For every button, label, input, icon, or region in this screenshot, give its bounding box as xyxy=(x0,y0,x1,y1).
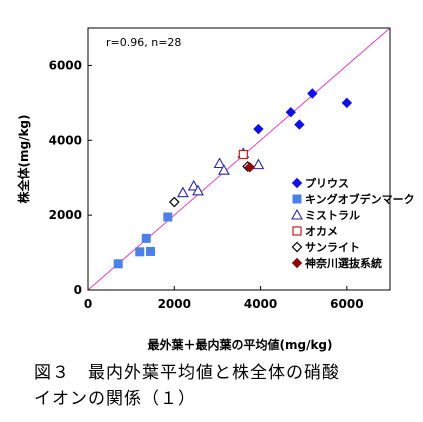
data-point-s2-3 xyxy=(213,157,226,169)
legend-label-5: 神奈川選抜系統 xyxy=(305,256,382,270)
legend-label-4: サンライト xyxy=(305,241,360,254)
data-point-s3-0 xyxy=(238,149,248,160)
legend-label-2: ミストラル xyxy=(305,209,360,222)
caption-line-2: イオンの関係（１） xyxy=(34,389,196,409)
y-tick-label-2: 4000 xyxy=(49,133,82,147)
caption-line-1: 図３ 最内外葉平均値と株全体の硝酸 xyxy=(34,363,340,383)
x-axis-label: 最外葉＋最内葉の平均値(mg/kg) xyxy=(147,337,332,352)
reference-line xyxy=(87,27,390,291)
y-tick-label-3: 6000 xyxy=(49,58,82,72)
scatter-chart: 0 2000 4000 6000 0 2000 4000 6000 r=0.96, n=28… xyxy=(16,27,415,352)
y-axis-ticks: 0 2000 4000 6000 xyxy=(49,58,92,297)
data-point-s2-6 xyxy=(252,158,265,170)
data-point-s2-2 xyxy=(192,184,204,196)
data-point-s2-1 xyxy=(187,179,200,191)
legend-marker-5 xyxy=(291,257,303,269)
legend-marker-4 xyxy=(291,241,303,253)
legend-label-0: プリウス xyxy=(305,176,349,190)
legend-marker-0 xyxy=(291,177,303,189)
data-point-s0-0 xyxy=(253,123,264,135)
data-point-s0-2 xyxy=(294,119,305,130)
data-point-s1-1 xyxy=(135,247,145,257)
data-point-s2-4 xyxy=(217,164,230,175)
x-tick-label-1: 2000 xyxy=(158,297,191,311)
data-point-s1-4 xyxy=(163,212,173,222)
y-tick-label-0: 0 xyxy=(74,283,82,297)
data-point-s5-0 xyxy=(244,162,255,173)
legend-marker-1 xyxy=(292,194,302,204)
y-tick-label-1: 2000 xyxy=(49,208,82,222)
y-axis-label: 株全体(mg/kg) xyxy=(16,114,31,203)
data-points xyxy=(113,88,353,269)
x-tick-label-3: 6000 xyxy=(330,297,363,311)
x-tick-label-0: 0 xyxy=(84,297,92,311)
legend-label-3: オカメ xyxy=(305,225,338,238)
data-point-s4-0 xyxy=(168,196,180,208)
data-point-s0-1 xyxy=(285,107,296,118)
legend-marker-2 xyxy=(291,208,303,220)
x-axis-ticks: 0 2000 4000 6000 xyxy=(84,286,364,311)
figure-caption: 図３ 最内外葉平均値と株全体の硝酸 イオンの関係（１） xyxy=(34,360,414,412)
legend-label-1: キングオブデンマーク xyxy=(305,192,415,206)
data-point-s1-3 xyxy=(146,246,156,256)
correlation-annotation: r=0.96, n=28 xyxy=(106,36,181,49)
x-tick-label-2: 4000 xyxy=(244,297,277,311)
data-point-s2-0 xyxy=(176,186,189,198)
data-point-s1-2 xyxy=(141,233,151,243)
data-point-s1-0 xyxy=(113,259,123,269)
legend-marker-3 xyxy=(292,226,302,236)
data-point-s0-4 xyxy=(341,97,353,109)
data-point-s0-3 xyxy=(307,88,318,99)
